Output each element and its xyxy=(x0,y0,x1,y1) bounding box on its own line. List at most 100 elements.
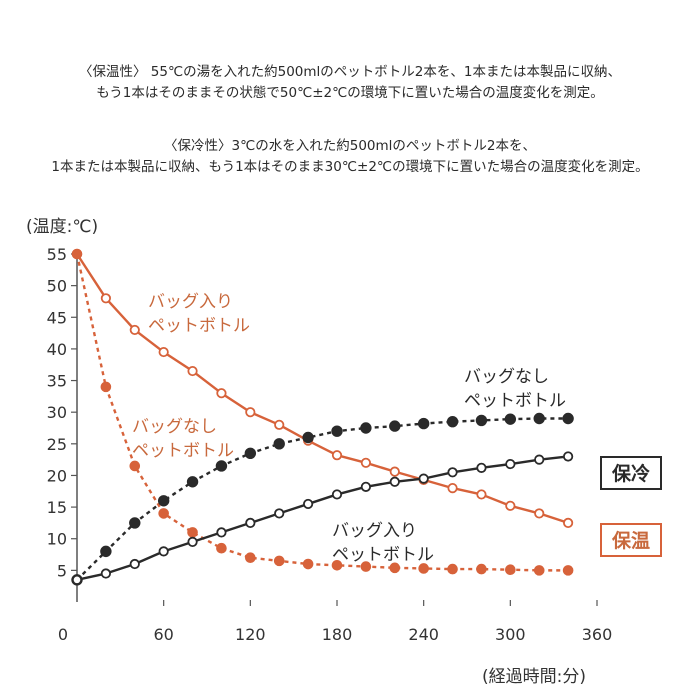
data-point xyxy=(389,476,400,487)
data-point xyxy=(447,483,458,494)
data-point xyxy=(100,545,112,558)
data-point xyxy=(71,574,83,585)
y-tick-label: 35 xyxy=(47,372,67,391)
data-point xyxy=(476,489,487,500)
annot-warm-bag-line2: ペットボトル xyxy=(148,316,250,336)
data-point xyxy=(129,324,140,336)
data-point xyxy=(187,536,198,547)
data-point xyxy=(129,517,141,529)
data-point xyxy=(505,458,516,470)
badge-keep-warm-text: 保温 xyxy=(611,529,650,552)
data-point xyxy=(447,563,458,575)
series-line xyxy=(75,253,569,525)
data-point xyxy=(71,248,83,260)
x-tick-label: 240 xyxy=(408,625,439,644)
data-point xyxy=(245,517,256,529)
annot-cold-nobag-line2: ペットボトル xyxy=(464,391,566,411)
data-point xyxy=(533,412,545,425)
y-tick-label: 25 xyxy=(47,435,67,454)
data-point xyxy=(505,564,516,576)
y-tick-label: 30 xyxy=(47,403,67,422)
data-point xyxy=(360,481,371,492)
data-point xyxy=(534,454,545,465)
y-tick-label: 50 xyxy=(47,277,67,296)
badge-keep-cold: 保冷 xyxy=(600,456,662,490)
data-point xyxy=(158,508,169,519)
data-point xyxy=(100,293,111,304)
series-line xyxy=(76,417,569,581)
data-point xyxy=(129,460,141,472)
data-point xyxy=(245,407,256,418)
data-point xyxy=(504,413,517,425)
data-point xyxy=(216,542,227,554)
data-point xyxy=(360,457,371,468)
x-tick-label: 360 xyxy=(582,625,613,644)
x-tick-label: 60 xyxy=(153,625,173,644)
keep-cold-line-2: 1本または本製品に収納、もう1本はそのまま30℃±2℃の環境下に置いた場合の温度… xyxy=(51,159,649,175)
data-point xyxy=(331,560,343,571)
badge-keep-cold-frame xyxy=(600,456,662,490)
data-point xyxy=(418,473,429,484)
annot-warm-nobag-line2: ペットボトル xyxy=(132,441,234,461)
y-tick-label: 10 xyxy=(47,530,67,549)
series-layer xyxy=(71,248,574,586)
data-point xyxy=(158,346,169,358)
y-tick-label: 20 xyxy=(47,466,67,485)
data-point xyxy=(331,425,343,437)
data-point xyxy=(273,555,285,567)
data-point xyxy=(302,558,314,570)
badge-keep-warm-frame xyxy=(600,523,662,557)
data-point xyxy=(475,414,488,427)
data-point xyxy=(100,381,112,393)
data-point xyxy=(273,438,285,450)
y-tick-label: 45 xyxy=(47,308,67,327)
x-tick-label: 180 xyxy=(322,625,353,644)
annot-cold-nobag-line1: バッグなし xyxy=(464,367,549,387)
data-point xyxy=(303,498,314,510)
data-point xyxy=(129,558,140,570)
x-tick-label: 120 xyxy=(235,625,266,644)
data-point xyxy=(563,451,574,462)
data-point xyxy=(331,489,343,500)
data-point xyxy=(360,422,372,434)
data-point xyxy=(476,563,487,575)
y-axis-label: (温度:℃) xyxy=(26,217,98,237)
annot-warm-bag-line1: バッグ入り xyxy=(148,292,233,312)
data-point xyxy=(563,517,574,529)
data-point xyxy=(100,568,111,579)
data-point xyxy=(389,466,400,477)
y-tick-label: 5 xyxy=(57,561,67,580)
data-point xyxy=(533,565,545,576)
data-point xyxy=(245,552,256,564)
keep-cold-line-1: 〈保冷性〉3℃の水を入れた約500mlのペットボトル2本を、 xyxy=(163,138,536,154)
keep-warm-line-2: もう1本はそのままその状態で50℃±2℃の環境下に置いた場合の温度変化を測定。 xyxy=(96,85,604,101)
data-point xyxy=(302,431,314,444)
badge-keep-cold-text: 保冷 xyxy=(611,462,650,485)
data-point xyxy=(187,365,198,377)
data-point xyxy=(274,419,285,430)
annot-cold-bag-line1: バッグ入り xyxy=(332,521,417,541)
data-point xyxy=(216,388,227,399)
series-0 xyxy=(71,248,574,529)
y-tick-label: 15 xyxy=(47,498,67,517)
data-point xyxy=(187,527,198,538)
data-point xyxy=(215,460,228,472)
data-point xyxy=(244,447,257,460)
data-point xyxy=(389,562,401,574)
y-tick-label: 55 xyxy=(47,245,67,264)
data-point xyxy=(274,508,285,519)
keep-warm-description: 〈保温性〉 55℃の湯を入れた約500mlのペットボトル2本を、1本または本製品… xyxy=(0,62,700,104)
annotations: バッグ入り ペットボトル バッグなし ペットボトル バッグなし ペットボトル バ… xyxy=(132,292,566,565)
data-point xyxy=(418,563,429,574)
series-3 xyxy=(71,451,574,585)
data-point xyxy=(216,527,227,538)
annot-cold-bag-line2: ペットボトル xyxy=(332,545,434,565)
x-tick-label: 300 xyxy=(495,625,526,644)
data-point xyxy=(446,415,459,428)
series-line xyxy=(76,455,569,582)
data-point xyxy=(476,462,487,473)
data-point xyxy=(417,417,430,430)
keep-warm-line-1: 〈保温性〉 55℃の湯を入れた約500mlのペットボトル2本を、1本または本製品… xyxy=(79,64,621,80)
data-point xyxy=(186,476,199,488)
